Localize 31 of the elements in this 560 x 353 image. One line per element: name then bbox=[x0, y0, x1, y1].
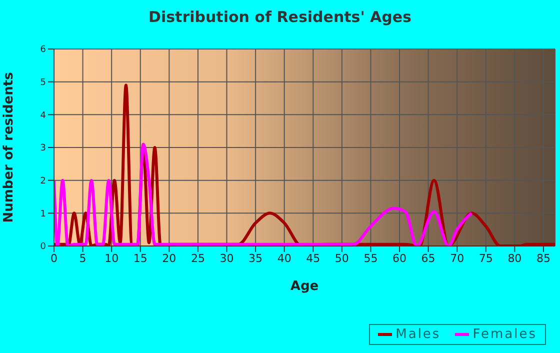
x-tick-label: 25 bbox=[190, 252, 205, 265]
x-tick-label: 75 bbox=[478, 252, 493, 265]
x-tick-label: 5 bbox=[79, 252, 86, 265]
y-tick-label: 5 bbox=[40, 78, 46, 88]
chart-title: Distribution of Residents' Ages bbox=[148, 8, 412, 26]
x-tick-label: 20 bbox=[162, 252, 176, 265]
x-tick-label: 85 bbox=[536, 252, 550, 265]
y-tick-label: 2 bbox=[40, 176, 46, 187]
x-tick-label: 70 bbox=[450, 252, 464, 265]
x-tick-label: 40 bbox=[277, 252, 292, 265]
legend-label: Males bbox=[394, 327, 441, 342]
y-tick-label: 6 bbox=[40, 45, 46, 56]
x-tick-label: 35 bbox=[248, 252, 263, 265]
line-series bbox=[54, 142, 473, 246]
x-tick-label: 55 bbox=[364, 252, 378, 265]
x-tick-label: 45 bbox=[306, 252, 320, 265]
x-tick-label: 15 bbox=[133, 252, 148, 265]
y-tick-label: 0 bbox=[40, 242, 46, 252]
x-tick-label: 0 bbox=[50, 252, 58, 265]
x-tick-label: 30 bbox=[220, 252, 234, 265]
y-tick-label: 4 bbox=[40, 110, 46, 121]
y-axis-title: Number of residents bbox=[2, 72, 17, 223]
x-axis-title: Age bbox=[290, 279, 319, 294]
y-tick-label: 1 bbox=[40, 209, 46, 220]
y-tick-label: 3 bbox=[40, 144, 46, 154]
x-tick-label: 10 bbox=[104, 252, 119, 265]
legend-label: Females bbox=[472, 327, 537, 342]
x-tick-label: 50 bbox=[334, 252, 349, 265]
x-tick-label: 60 bbox=[392, 252, 407, 265]
x-tick-label: 80 bbox=[508, 252, 522, 265]
x-tick-label: 65 bbox=[421, 252, 436, 265]
